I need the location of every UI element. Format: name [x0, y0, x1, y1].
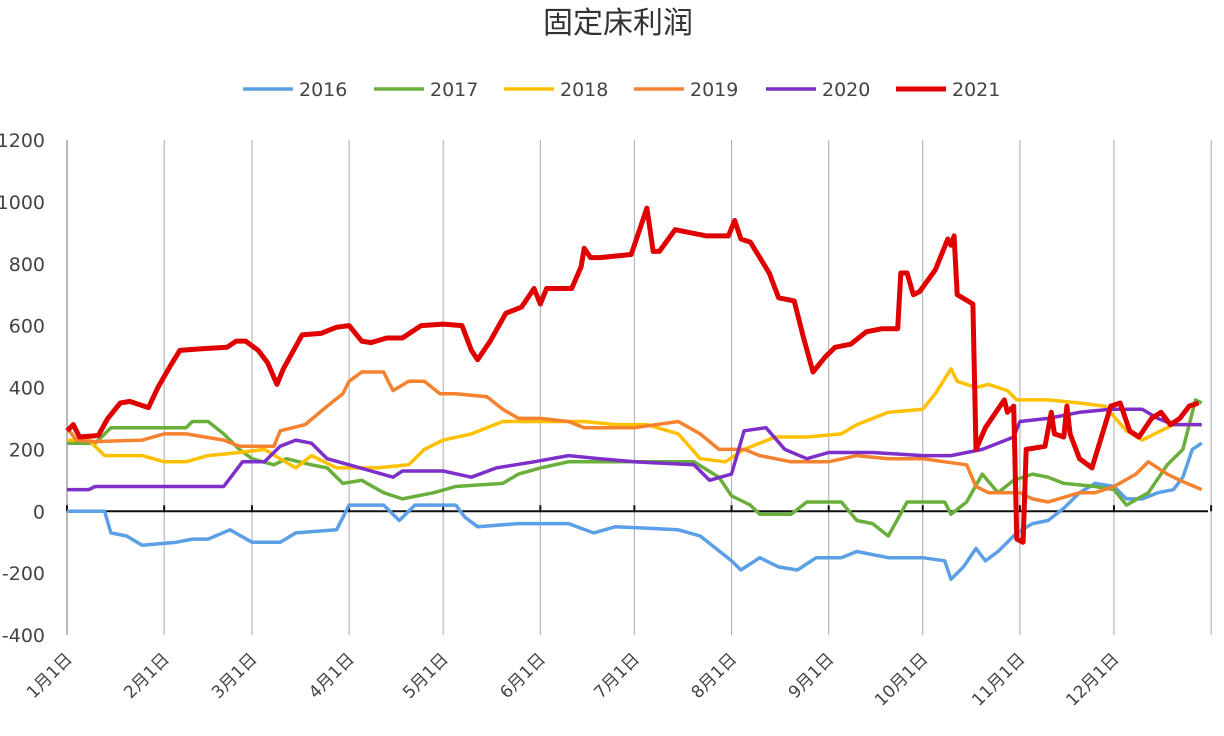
series-lines	[65, 205, 1203, 582]
x-tick-label: 7月1日	[590, 649, 643, 702]
x-tick-label: 3月1日	[208, 649, 261, 702]
series-line-2018	[67, 367, 1202, 470]
series-line-2021	[65, 205, 1200, 545]
legend-item: 2018	[504, 79, 608, 101]
y-axis-ticks: 1200 1000 800 600 400 200 0 -200 -400	[0, 130, 45, 647]
y-tick-label: 200	[9, 439, 45, 461]
legend-label: 2018	[560, 79, 608, 101]
legend-label: 2019	[690, 79, 738, 101]
y-tick-label: 800	[9, 254, 45, 276]
chart-title: 固定床利润	[543, 6, 693, 41]
x-tick-label: 6月1日	[496, 649, 549, 702]
x-tick-label: 10月1日	[871, 649, 932, 710]
legend-label: 2017	[430, 79, 478, 101]
y-tick-label: 1200	[0, 130, 45, 152]
legend-item: 2021	[896, 79, 1000, 101]
x-tick-label: 8月1日	[688, 649, 741, 702]
x-tick-label: 2月1日	[120, 649, 173, 702]
legend-item: 2020	[766, 79, 870, 101]
legend: 2016 2017 2018 2019 2020 2021	[243, 79, 1000, 101]
legend-label: 2021	[952, 79, 1000, 101]
legend-item: 2017	[374, 79, 478, 101]
series-line-2019	[65, 370, 1203, 504]
series-line-2020	[67, 407, 1202, 492]
y-tick-label: 0	[33, 501, 45, 523]
x-axis-ticks: 1月1日 2月1日 3月1日 4月1日 5月1日 6月1日 7月1日 8月1日 9月1日 10月1…	[23, 649, 1123, 710]
legend-label: 2020	[822, 79, 870, 101]
x-tick-label: 11月1日	[968, 649, 1029, 710]
y-tick-label: -200	[2, 563, 45, 585]
grid	[66, 140, 1213, 635]
y-tick-label: 400	[9, 378, 45, 400]
x-tick-label: 4月1日	[305, 649, 358, 702]
x-tick-label: 5月1日	[399, 649, 452, 702]
legend-item: 2016	[243, 79, 347, 101]
y-tick-label: 1000	[0, 192, 45, 214]
x-tick-label: 1月1日	[23, 649, 76, 702]
y-tick-label: -400	[2, 625, 45, 647]
x-tick-label: 9月1日	[785, 649, 838, 702]
x-tick-label: 12月1日	[1062, 649, 1123, 710]
legend-label: 2016	[299, 79, 347, 101]
y-tick-label: 600	[9, 316, 45, 338]
legend-item: 2019	[634, 79, 738, 101]
